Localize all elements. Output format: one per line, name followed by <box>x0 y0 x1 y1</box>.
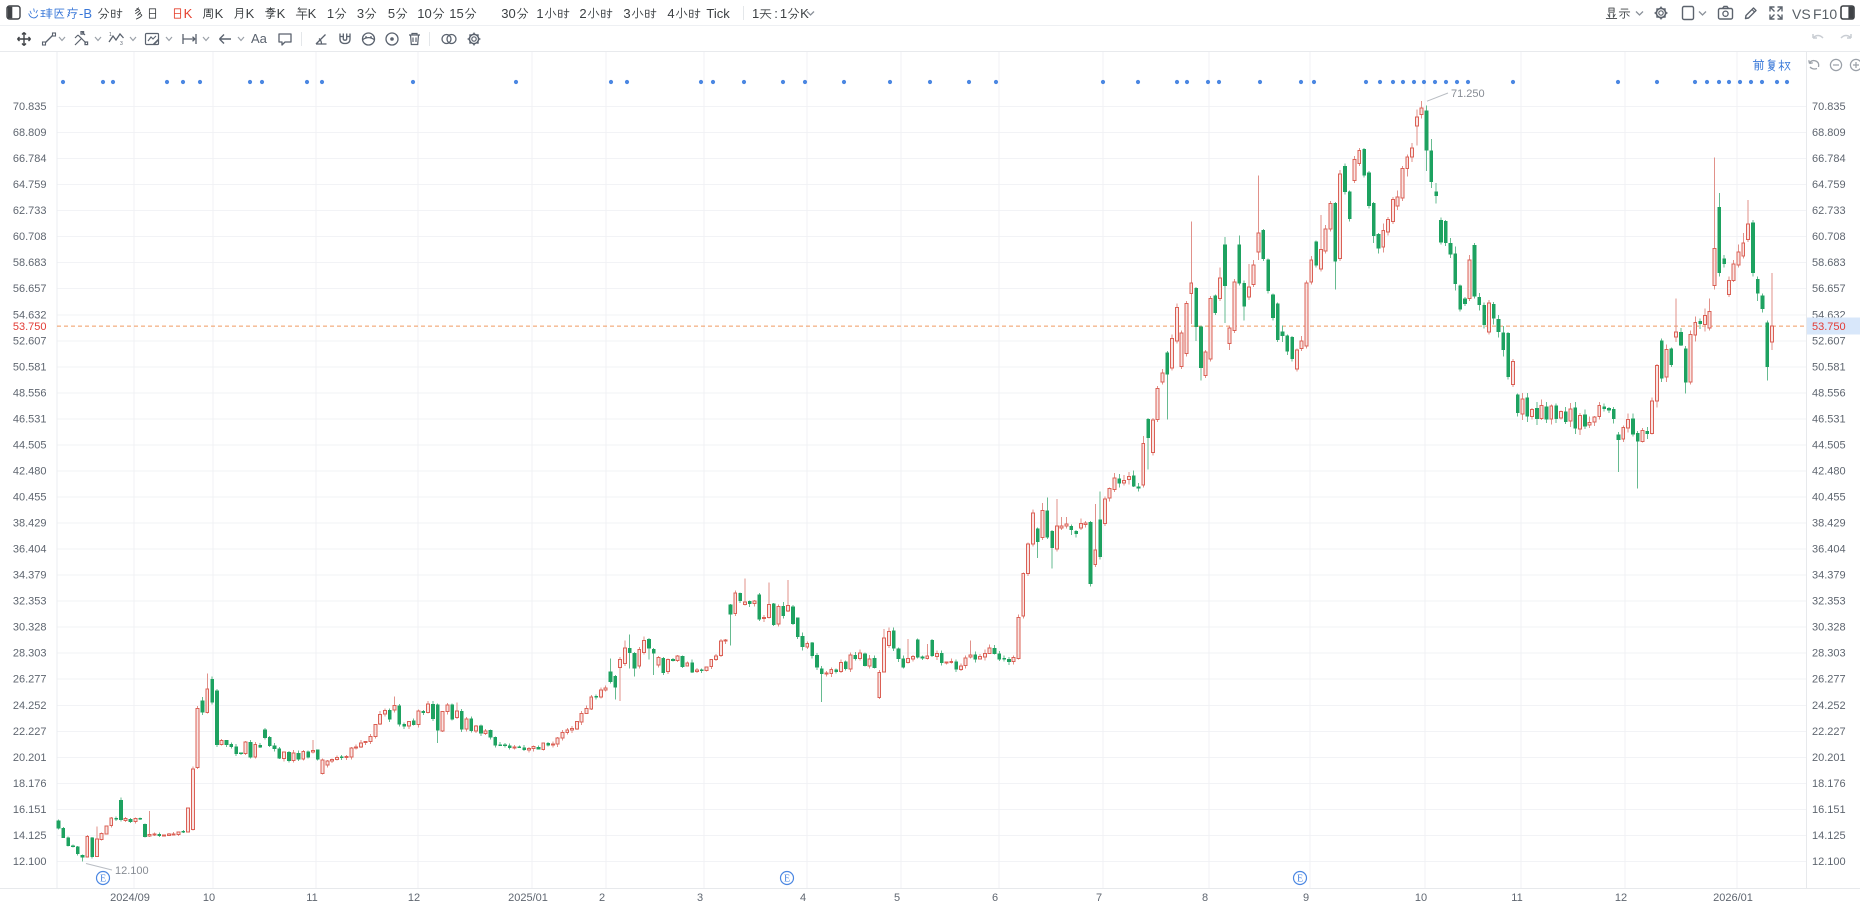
svg-text:52.607: 52.607 <box>13 335 47 347</box>
svg-text:24.252: 24.252 <box>13 700 47 712</box>
svg-text:18.176: 18.176 <box>13 778 47 790</box>
svg-text:64.759: 64.759 <box>1812 179 1846 191</box>
svg-text:22.227: 22.227 <box>13 726 47 738</box>
svg-text:12: 12 <box>1615 892 1627 904</box>
svg-text:12.100: 12.100 <box>115 865 149 877</box>
svg-text:12: 12 <box>408 892 420 904</box>
svg-text:7: 7 <box>1096 892 1102 904</box>
svg-text:6: 6 <box>992 892 998 904</box>
svg-text:62.733: 62.733 <box>1812 205 1846 217</box>
svg-text:E: E <box>784 874 790 885</box>
svg-text:48.556: 48.556 <box>1812 387 1846 399</box>
svg-text:16.151: 16.151 <box>13 804 47 816</box>
svg-text:50.581: 50.581 <box>13 361 47 373</box>
svg-text:38.429: 38.429 <box>1812 518 1846 530</box>
svg-text:16.151: 16.151 <box>1812 804 1846 816</box>
svg-text:20.201: 20.201 <box>13 752 47 764</box>
svg-text:42.480: 42.480 <box>13 466 47 478</box>
svg-text:62.733: 62.733 <box>13 205 47 217</box>
svg-text:58.683: 58.683 <box>1812 257 1846 269</box>
svg-text:58.683: 58.683 <box>13 257 47 269</box>
svg-text:34.379: 34.379 <box>13 570 47 582</box>
svg-text:53.750: 53.750 <box>13 321 47 333</box>
svg-text:68.809: 68.809 <box>1812 127 1846 139</box>
svg-text:46.531: 46.531 <box>13 413 47 425</box>
svg-text:50.581: 50.581 <box>1812 361 1846 373</box>
svg-text:24.252: 24.252 <box>1812 700 1846 712</box>
svg-text:64.759: 64.759 <box>13 179 47 191</box>
svg-text:48.556: 48.556 <box>13 387 47 399</box>
svg-text:28.303: 28.303 <box>1812 648 1846 660</box>
svg-text:44.505: 44.505 <box>1812 439 1846 451</box>
svg-text:11: 11 <box>1511 892 1522 904</box>
svg-text:71.250: 71.250 <box>1451 88 1485 100</box>
svg-text:E: E <box>100 874 106 885</box>
svg-text:2024/09: 2024/09 <box>110 892 150 904</box>
svg-text:46.531: 46.531 <box>1812 413 1846 425</box>
svg-text:34.379: 34.379 <box>1812 570 1846 582</box>
svg-text:53.750: 53.750 <box>1812 321 1846 333</box>
svg-text:E: E <box>1297 874 1303 885</box>
svg-text:4: 4 <box>800 892 806 904</box>
svg-text:32.353: 32.353 <box>1812 596 1846 608</box>
svg-text:28.303: 28.303 <box>13 648 47 660</box>
svg-text:36.404: 36.404 <box>13 544 47 556</box>
svg-text:32.353: 32.353 <box>13 596 47 608</box>
svg-text:30.328: 30.328 <box>13 622 47 634</box>
svg-text:8: 8 <box>1202 892 1208 904</box>
svg-text:66.784: 66.784 <box>1812 153 1846 165</box>
svg-text:60.708: 60.708 <box>1812 231 1846 243</box>
svg-text:68.809: 68.809 <box>13 127 47 139</box>
svg-text:70.835: 70.835 <box>13 101 47 113</box>
svg-text:26.277: 26.277 <box>1812 674 1846 686</box>
svg-text:42.480: 42.480 <box>1812 466 1846 478</box>
svg-text:54.632: 54.632 <box>13 309 47 321</box>
svg-text:66.784: 66.784 <box>13 153 47 165</box>
svg-text:3: 3 <box>120 41 123 47</box>
svg-text:20.201: 20.201 <box>1812 752 1846 764</box>
svg-text:1: 1 <box>109 32 112 38</box>
svg-text:9: 9 <box>1303 892 1309 904</box>
svg-text:40.455: 40.455 <box>1812 492 1846 504</box>
svg-text:11: 11 <box>306 892 317 904</box>
svg-text:2026/01: 2026/01 <box>1713 892 1753 904</box>
svg-text:56.657: 56.657 <box>13 283 47 295</box>
svg-text:5: 5 <box>894 892 900 904</box>
svg-text:10: 10 <box>1415 892 1427 904</box>
svg-text:52.607: 52.607 <box>1812 335 1846 347</box>
svg-text:22.227: 22.227 <box>1812 726 1846 738</box>
svg-text:2025/01: 2025/01 <box>508 892 548 904</box>
svg-text:36.404: 36.404 <box>1812 544 1846 556</box>
svg-text:3: 3 <box>697 892 703 904</box>
svg-text:12.100: 12.100 <box>1812 856 1846 868</box>
svg-text:14.125: 14.125 <box>13 830 47 842</box>
svg-text:44.505: 44.505 <box>13 439 47 451</box>
svg-text:2: 2 <box>599 892 605 904</box>
svg-text:14.125: 14.125 <box>1812 830 1846 842</box>
svg-text:56.657: 56.657 <box>1812 283 1846 295</box>
svg-text:18.176: 18.176 <box>1812 778 1846 790</box>
svg-text:30.328: 30.328 <box>1812 622 1846 634</box>
svg-text:60.708: 60.708 <box>13 231 47 243</box>
svg-text:70.835: 70.835 <box>1812 101 1846 113</box>
svg-text:40.455: 40.455 <box>13 492 47 504</box>
svg-text:38.429: 38.429 <box>13 518 47 530</box>
svg-text:26.277: 26.277 <box>13 674 47 686</box>
svg-text:12.100: 12.100 <box>13 856 47 868</box>
svg-text:10: 10 <box>203 892 215 904</box>
